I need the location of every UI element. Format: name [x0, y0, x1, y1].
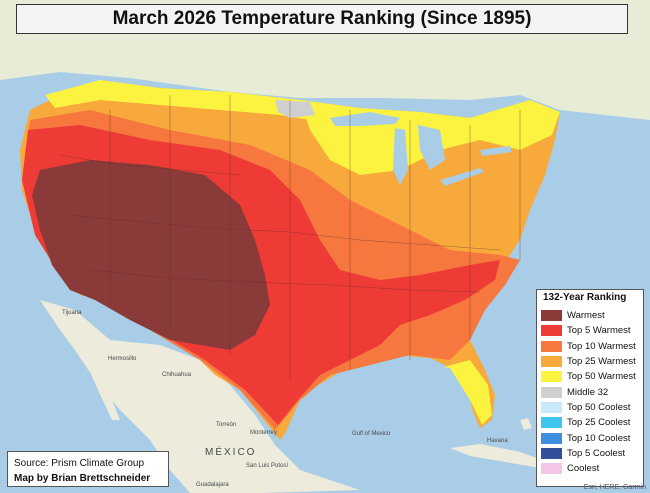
- label-tijuana: Tijuana: [62, 310, 82, 316]
- lake-erie: [440, 168, 484, 186]
- label-san-luis: San Luis Potosí: [246, 463, 288, 469]
- legend-item: Top 5 Warmest: [541, 323, 643, 338]
- legend-swatch: [541, 310, 562, 322]
- legend-label: Top 5 Coolest: [567, 447, 626, 459]
- legend-swatch: [541, 401, 562, 413]
- lake-michigan: [393, 128, 408, 185]
- legend-swatch: [541, 325, 562, 337]
- label-gulf: Gulf of Mexico: [352, 431, 391, 437]
- usa-middle32-patch: [275, 100, 315, 118]
- legend-label: Top 25 Warmest: [567, 356, 636, 368]
- state-borders: [59, 95, 521, 380]
- author-line: Map by Brian Brettschneider: [14, 473, 151, 484]
- lake-superior: [330, 112, 400, 126]
- legend-item: Top 25 Coolest: [541, 415, 643, 430]
- legend-swatch: [541, 463, 562, 475]
- legend-item: Top 10 Coolest: [541, 430, 643, 445]
- label-torreon: Torreón: [216, 422, 236, 428]
- legend-swatch: [541, 447, 562, 459]
- baja-peninsula: [70, 310, 120, 420]
- legend-swatch: [541, 340, 562, 352]
- source-credit-box: Source: Prism Climate Group Map by Brian…: [7, 451, 169, 487]
- legend-item: Top 50 Warmest: [541, 369, 643, 384]
- legend-swatch: [541, 417, 562, 429]
- legend-swatch: [541, 386, 562, 398]
- legend-item: Coolest: [541, 461, 643, 476]
- legend-swatch: [541, 432, 562, 444]
- legend-label: Top 10 Coolest: [567, 432, 631, 444]
- lake-ontario: [480, 146, 512, 156]
- legend-label: Top 25 Coolest: [567, 417, 631, 429]
- legend-label: Top 10 Warmest: [567, 340, 636, 352]
- cuba-island: [450, 444, 548, 468]
- source-line: Source: Prism Climate Group: [14, 458, 145, 469]
- legend-label: Middle 32: [567, 386, 609, 398]
- label-mexico: MÉXICO: [205, 445, 256, 458]
- legend-items: Warmest Top 5 Warmest Top 10 Warmest Top 25…: [541, 308, 643, 476]
- legend-label: Coolest: [567, 463, 600, 475]
- legend-item: Warmest: [541, 308, 643, 323]
- map-title: March 2026 Temperature Ranking (Since 18…: [16, 4, 628, 34]
- lake-huron: [418, 125, 445, 170]
- legend-label: Top 5 Warmest: [567, 325, 631, 337]
- legend-label: Top 50 Warmest: [567, 371, 636, 383]
- label-guadalajara: Guadalajara: [196, 482, 229, 488]
- legend-item: Top 50 Coolest: [541, 400, 643, 415]
- legend-swatch: [541, 356, 562, 368]
- legend-item: Top 5 Coolest: [541, 446, 643, 461]
- label-chihuahua: Chihuahua: [162, 372, 192, 378]
- map-attribution: Esri, HERE, Garmin: [583, 484, 646, 491]
- gulf-of-mexico: [280, 362, 480, 470]
- label-hermosillo: Hermosillo: [108, 356, 137, 362]
- florida-keys-bahamas: [520, 418, 532, 430]
- legend-label: Top 50 Coolest: [567, 401, 631, 413]
- legend-item: Top 10 Warmest: [541, 339, 643, 354]
- legend-title: 132-Year Ranking: [543, 292, 627, 303]
- legend-item: Top 25 Warmest: [541, 354, 643, 369]
- legend-item: Middle 32: [541, 384, 643, 399]
- usa-top50-north: [45, 80, 310, 120]
- usa-warmest-region: [32, 160, 270, 350]
- legend-swatch: [541, 371, 562, 383]
- ranking-legend: 132-Year Ranking Warmest Top 5 Warmest Top…: [536, 289, 644, 487]
- mexico-landmass: [40, 300, 360, 493]
- label-monterrey: Monterrey: [250, 430, 277, 436]
- label-havana: Havana: [487, 438, 508, 444]
- legend-label: Warmest: [567, 310, 605, 322]
